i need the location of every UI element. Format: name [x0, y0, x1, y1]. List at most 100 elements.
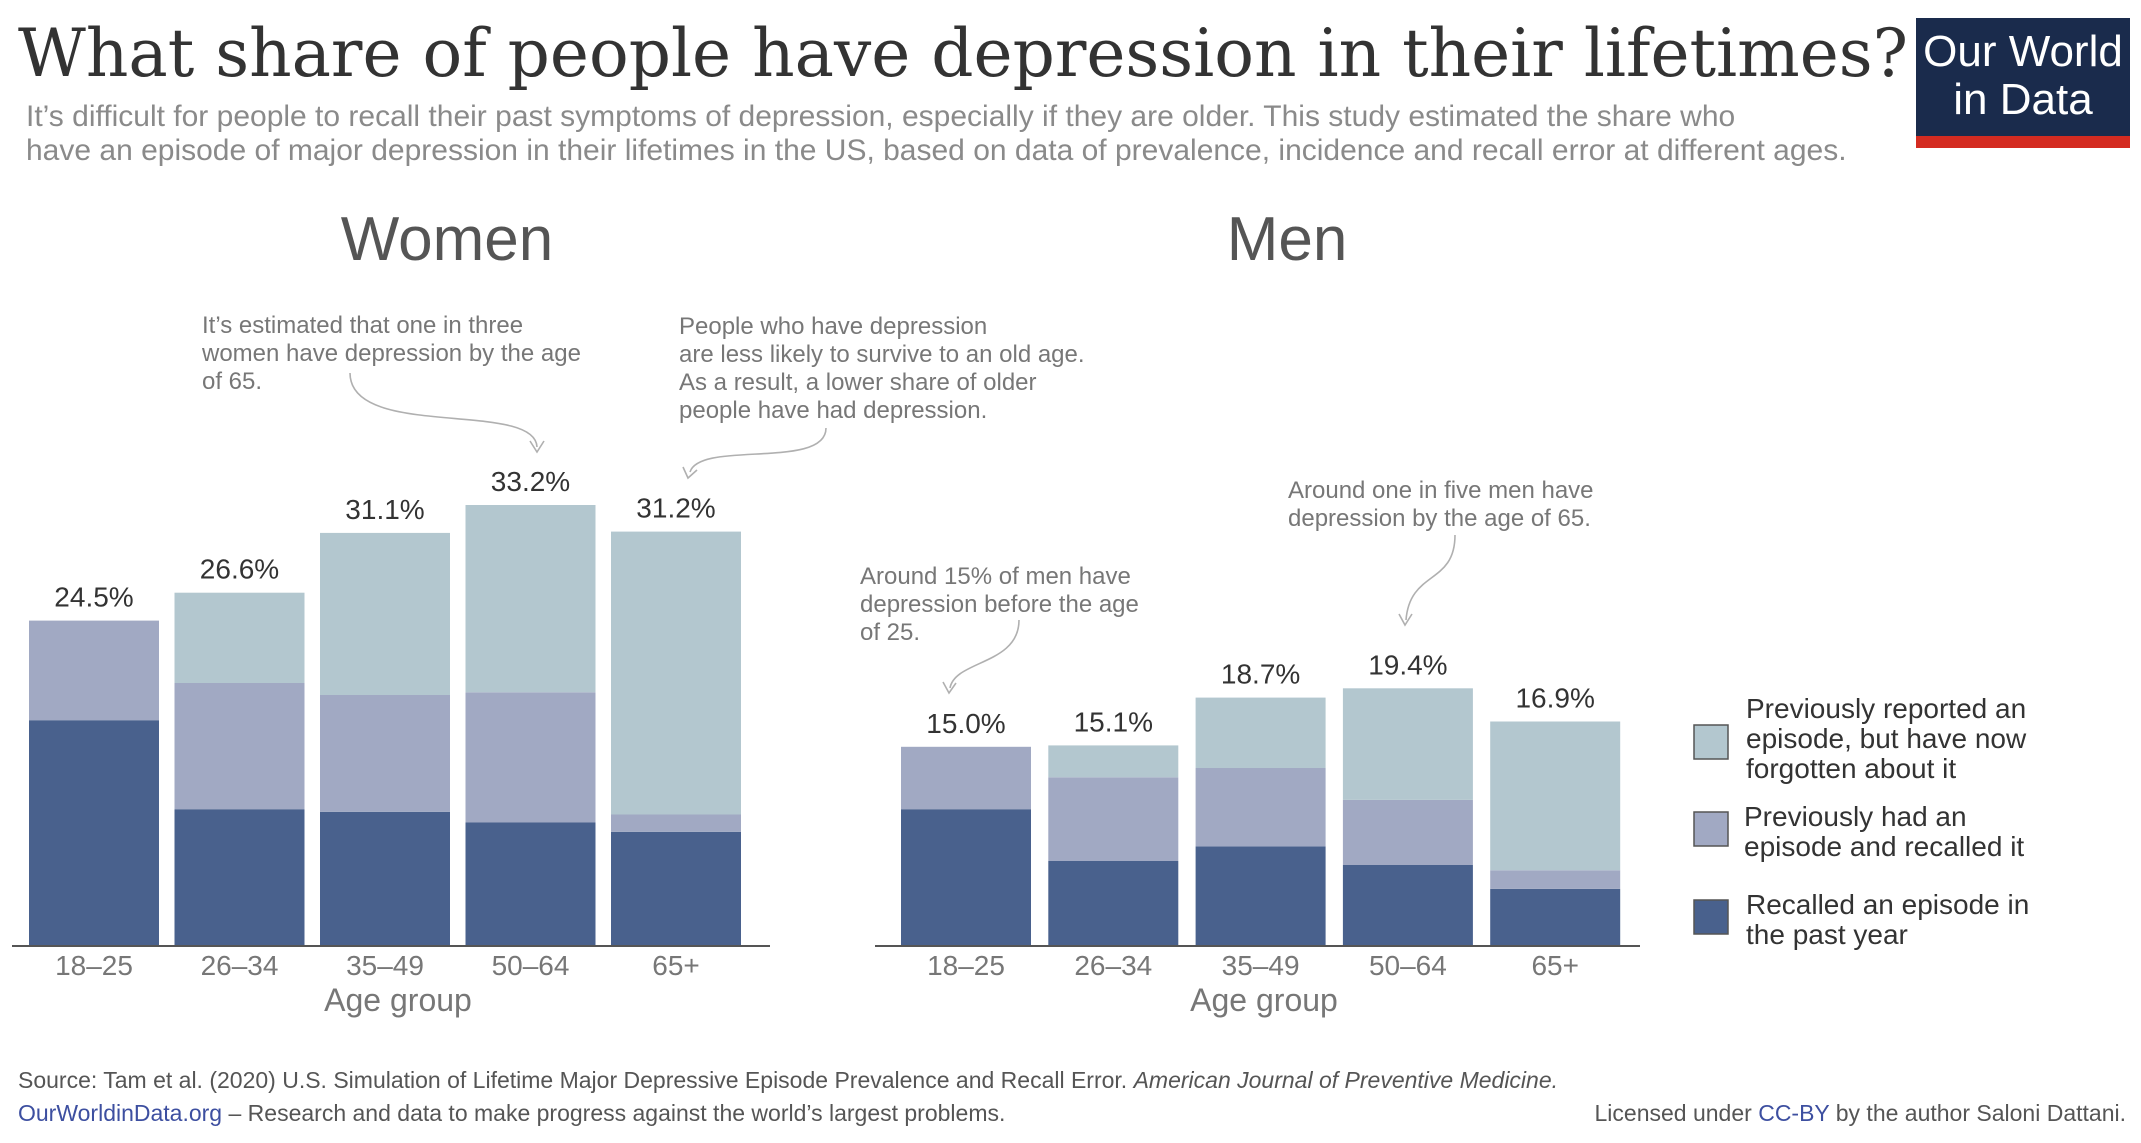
legend-label-recalled-past-year-line-1: Recalled an episode in — [1746, 889, 2029, 920]
panel-title-men: Men — [1227, 205, 1348, 274]
bar-segment-men-forgotten-3 — [1342, 688, 1473, 800]
x-tick-label-men-4: 65+ — [1531, 950, 1579, 981]
logo-accent-bar — [1916, 136, 2130, 148]
bar-segment-men-forgotten-2 — [1195, 697, 1326, 768]
bar-segment-women-recalled-past-year-1 — [174, 809, 305, 946]
annotation-women-1-connector — [349, 372, 538, 448]
annotation-women-2-line-1: People who have depression — [679, 313, 987, 340]
legend-swatch-recalled-previous — [1693, 811, 1729, 847]
bar-segment-men-recalled-previous-3 — [1342, 799, 1473, 865]
logo-text-line-2: in Data — [1953, 75, 2093, 124]
annotation-women-2-arrowhead — [682, 466, 698, 480]
panel-women: Women 18–25 26–34 35–49 50–64 65+ 24.5% 26.6%… — [12, 205, 1085, 1018]
legend: Previously reported an episode, but have… — [1693, 693, 2029, 950]
panel-men: Men 18–25 26–34 35–49 50–64 65+ 15.0% 15.1% 18… — [860, 205, 1640, 1018]
annotation-women-2-line-3: As a result, a lower share of older — [679, 369, 1037, 396]
bar-segment-women-recalled-past-year-3 — [465, 822, 596, 946]
annotation-women-2-line-2: are less likely to survive to an old age… — [679, 341, 1085, 368]
panel-title-women: Women — [341, 205, 554, 274]
legend-label-forgotten-line-1: Previously reported an — [1746, 693, 2026, 724]
annotation-women-one-in-three: It’s estimated that one in three women h… — [201, 312, 581, 454]
bar-segment-men-recalled-previous-0 — [901, 746, 1031, 810]
x-tick-label-men-2: 35–49 — [1222, 950, 1300, 981]
bar-segment-women-recalled-past-year-4 — [611, 831, 741, 946]
annotation-women-older: People who have depression are less like… — [679, 313, 1085, 480]
legend-label-recalled-past-year-line-2: the past year — [1746, 919, 1908, 950]
bar-segment-women-recalled-past-year-2 — [320, 811, 450, 946]
x-tick-label-men-3: 50–64 — [1369, 950, 1447, 981]
annotation-women-2-connector — [689, 427, 827, 473]
bar-segment-women-recalled-previous-1 — [174, 683, 305, 810]
annotation-men-before-25: Around 15% of men have depression before… — [860, 563, 1139, 695]
x-ticks-men: 18–25 26–34 35–49 50–64 65+ — [927, 950, 1579, 981]
x-axis-label-women: Age group — [324, 982, 472, 1018]
legend-swatch-recalled-past-year — [1693, 899, 1729, 935]
bar-segment-women-recalled-previous-2 — [320, 694, 450, 812]
total-labels-women: 24.5% 26.6% 31.1% 33.2% 31.2% — [54, 466, 715, 613]
annotation-men-1-line-3: of 25. — [860, 619, 920, 646]
footer-license-suffix: by the author Saloni Dattani. — [1829, 1100, 2126, 1126]
x-tick-label-women-0: 18–25 — [55, 950, 133, 981]
annotation-women-1-line-1: It’s estimated that one in three — [202, 312, 523, 339]
total-label-men-0: 15.0% — [926, 708, 1005, 739]
footer-license-prefix: Licensed under — [1595, 1100, 1759, 1126]
total-label-women-0: 24.5% — [54, 582, 133, 613]
legend-swatch-forgotten — [1693, 724, 1729, 760]
chart-subtitle-line-1: It’s difficult for people to recall thei… — [26, 100, 1735, 133]
legend-label-recalled-previous-line-1: Previously had an — [1744, 801, 1967, 832]
total-label-women-4: 31.2% — [636, 493, 715, 524]
total-label-men-4: 16.9% — [1515, 683, 1594, 714]
owid-logo[interactable]: Our World in Data — [1916, 18, 2130, 148]
bars-women — [29, 505, 741, 946]
bars-men — [901, 688, 1621, 946]
total-label-women-2: 31.1% — [345, 494, 424, 525]
bar-segment-women-recalled-previous-4 — [611, 814, 741, 832]
footer-source: Source: Tam et al. (2020) U.S. Simulatio… — [18, 1067, 1558, 1093]
bar-segment-women-recalled-previous-0 — [29, 620, 159, 721]
legend-label-forgotten-line-2: episode, but have now — [1746, 723, 2027, 754]
total-label-women-1: 26.6% — [200, 554, 279, 585]
total-label-men-2: 18.7% — [1221, 659, 1300, 690]
bar-segment-women-forgotten-3 — [465, 505, 596, 693]
bar-segment-men-recalled-previous-4 — [1490, 870, 1621, 889]
bar-segment-women-forgotten-2 — [320, 532, 450, 695]
x-tick-label-women-4: 65+ — [652, 950, 700, 981]
annotation-men-1-line-1: Around 15% of men have — [860, 563, 1131, 590]
x-tick-label-women-2: 35–49 — [346, 950, 424, 981]
total-label-men-3: 19.4% — [1368, 649, 1447, 680]
annotation-men-2-line-1: Around one in five men have — [1288, 477, 1594, 504]
annotation-men-2-connector — [1405, 534, 1456, 621]
x-tick-label-women-3: 50–64 — [492, 950, 570, 981]
bar-segment-men-forgotten-1 — [1048, 745, 1179, 778]
x-ticks-women: 18–25 26–34 35–49 50–64 65+ — [55, 950, 700, 981]
chart-title: What share of people have depression in … — [18, 15, 1908, 92]
annotation-men-1-line-2: depression before the age — [860, 591, 1139, 618]
bar-segment-men-recalled-previous-1 — [1048, 777, 1179, 861]
bar-segment-men-recalled-previous-2 — [1195, 768, 1326, 847]
bar-segment-women-recalled-previous-3 — [465, 692, 596, 823]
logo-text-line-1: Our World — [1923, 27, 2123, 76]
x-tick-label-women-1: 26–34 — [201, 950, 279, 981]
bar-segment-men-recalled-past-year-4 — [1490, 888, 1621, 946]
bar-segment-men-forgotten-4 — [1490, 721, 1621, 871]
footer-source-text: Source: Tam et al. (2020) U.S. Simulatio… — [18, 1067, 1134, 1093]
legend-label-recalled-previous-line-2: episode and recalled it — [1744, 831, 2024, 862]
annotation-men-2-line-2: depression by the age of 65. — [1288, 505, 1591, 532]
footer-site-link[interactable]: OurWorldinData.org — [18, 1100, 222, 1126]
x-axis-label-men: Age group — [1190, 982, 1338, 1018]
bar-segment-men-recalled-past-year-3 — [1342, 865, 1473, 946]
bar-segment-women-forgotten-1 — [174, 592, 305, 683]
total-label-women-3: 33.2% — [491, 466, 570, 497]
annotation-men-one-in-five: Around one in five men have depression b… — [1288, 477, 1594, 627]
chart-subtitle-line-2: have an episode of major depression in t… — [26, 134, 1847, 167]
annotation-women-1-line-3: of 65. — [202, 368, 262, 395]
x-tick-label-men-0: 18–25 — [927, 950, 1005, 981]
annotation-men-2-arrowhead — [1398, 613, 1413, 627]
bar-segment-women-recalled-past-year-0 — [29, 720, 159, 946]
footer-source-journal: American Journal of Preventive Medicine. — [1132, 1067, 1558, 1093]
total-labels-men: 15.0% 15.1% 18.7% 19.4% 16.9% — [926, 649, 1595, 739]
footer-license-link[interactable]: CC-BY — [1758, 1100, 1829, 1126]
annotation-men-1-connector — [949, 619, 1020, 689]
bar-segment-men-recalled-past-year-0 — [901, 809, 1031, 946]
